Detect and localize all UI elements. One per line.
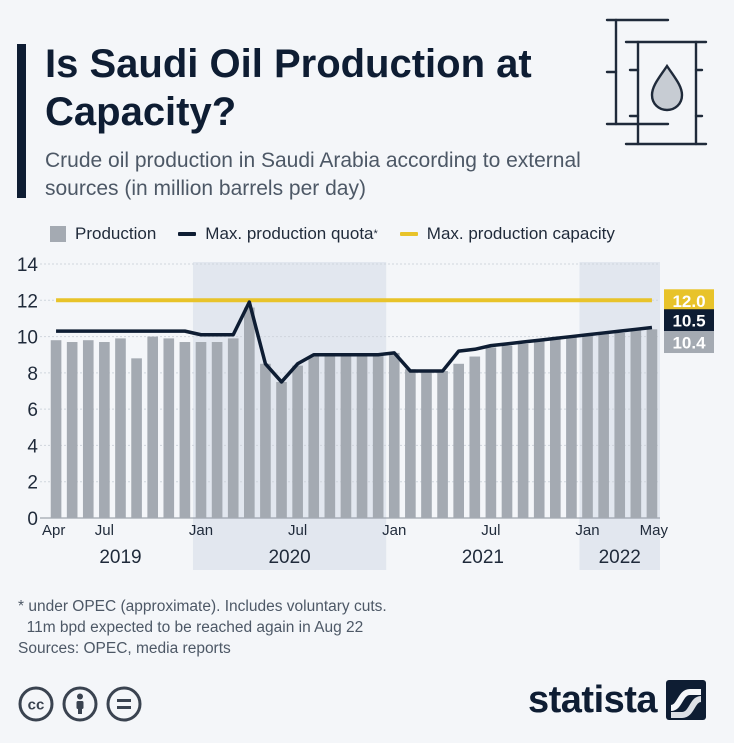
nd-icon[interactable] bbox=[106, 686, 142, 722]
legend-label-capacity: Max. production capacity bbox=[426, 224, 615, 243]
footnote: * under OPEC (approximate). Includes vol… bbox=[18, 596, 618, 659]
production-bar-26 bbox=[469, 356, 481, 518]
production-bar-21 bbox=[388, 352, 400, 518]
brand-name: statista bbox=[528, 679, 658, 721]
production-bar-16 bbox=[308, 356, 320, 518]
x-tick-label-jul-15: Jul bbox=[288, 522, 307, 539]
legend-item-production: Production bbox=[50, 224, 156, 244]
production-value-label-box bbox=[664, 331, 714, 354]
chart-legend: Production Max. production quota * Max. p… bbox=[50, 222, 637, 246]
chart-subtitle: Crude oil production in Saudi Arabia acc… bbox=[45, 149, 581, 200]
legend-swatch-capacity bbox=[399, 232, 418, 236]
title-accent-bar bbox=[17, 44, 26, 198]
cc-icon[interactable]: cc bbox=[18, 686, 54, 722]
x-tick-label-jan-21: Jan bbox=[382, 522, 406, 539]
quota-line bbox=[56, 300, 653, 384]
production-bar-1 bbox=[66, 342, 78, 518]
x-tick-label-jul-3: Jul bbox=[95, 522, 114, 539]
legend-swatch-production bbox=[50, 226, 66, 242]
production-bar-32 bbox=[566, 336, 577, 518]
barrel-icon bbox=[605, 18, 708, 146]
x-tick-label-jan-33: Jan bbox=[575, 522, 599, 539]
production-bar-22 bbox=[405, 369, 416, 518]
production-bar-12 bbox=[244, 307, 255, 518]
production-bar-14 bbox=[276, 381, 287, 518]
year-label-2019: 2019 bbox=[99, 547, 141, 568]
production-bar-0 bbox=[50, 340, 62, 518]
oil-drop-icon bbox=[650, 63, 684, 112]
production-bar-5 bbox=[131, 358, 142, 518]
y-tick-label-6: 6 bbox=[27, 400, 38, 421]
production-bar-9 bbox=[195, 342, 207, 518]
production-bar-33 bbox=[582, 334, 593, 518]
legend-item-quota: Max. production quota * bbox=[178, 224, 378, 244]
production-bar-30 bbox=[533, 340, 545, 518]
production-bar-28 bbox=[501, 345, 513, 518]
footnote-line-1: * under OPEC (approximate). Includes vol… bbox=[18, 598, 387, 615]
production-bar-19 bbox=[356, 354, 368, 518]
year-label-2020: 2020 bbox=[268, 547, 310, 568]
capacity-value-label-box bbox=[664, 289, 714, 312]
y-tick-label-10: 10 bbox=[17, 328, 38, 349]
y-tick-label-0: 0 bbox=[27, 509, 38, 530]
x-tick-label-jul-27: Jul bbox=[481, 522, 500, 539]
legend-item-capacity: Max. production capacity bbox=[399, 224, 615, 244]
production-bar-29 bbox=[517, 343, 529, 518]
production-bar-25 bbox=[453, 363, 464, 518]
production-value-label: 10.4 bbox=[672, 334, 706, 353]
production-bar-3 bbox=[99, 342, 110, 518]
production-bar-34 bbox=[598, 332, 609, 518]
by-icon[interactable] bbox=[62, 686, 98, 722]
year-label-2022: 2022 bbox=[599, 547, 641, 568]
license-icons: cc bbox=[18, 686, 142, 722]
production-bar-31 bbox=[550, 338, 561, 518]
chart-title: Is Saudi Oil Production at Capacity? bbox=[45, 42, 532, 134]
sources-note: Sources: OPEC, media reports bbox=[18, 640, 231, 657]
year-label-2021: 2021 bbox=[462, 547, 504, 568]
production-bar-18 bbox=[340, 356, 352, 518]
production-bar-20 bbox=[372, 354, 384, 518]
footnote-line-2: 11m bpd expected to be reached again in … bbox=[18, 619, 364, 636]
statista-logo[interactable]: statista bbox=[528, 679, 707, 721]
y-tick-label-2: 2 bbox=[27, 473, 38, 494]
production-bar-8 bbox=[179, 342, 191, 518]
y-tick-label-8: 8 bbox=[27, 364, 38, 385]
legend-swatch-quota bbox=[178, 232, 197, 236]
production-bar-36 bbox=[630, 329, 642, 518]
production-bar-17 bbox=[324, 354, 336, 518]
production-bar-27 bbox=[485, 347, 497, 518]
production-bar-6 bbox=[147, 336, 158, 518]
quota-value-label-box bbox=[664, 309, 714, 332]
x-tick-label-jan-9: Jan bbox=[189, 522, 213, 539]
production-bar-7 bbox=[163, 338, 175, 518]
x-tick-label-may-37: May bbox=[640, 522, 669, 539]
production-bar-13 bbox=[260, 363, 271, 518]
production-bar-15 bbox=[292, 365, 303, 518]
production-bar-37 bbox=[646, 329, 658, 518]
y-tick-label-4: 4 bbox=[27, 436, 38, 457]
production-bar-10 bbox=[211, 342, 223, 518]
svg-text:cc: cc bbox=[28, 697, 45, 714]
legend-label-production: Production bbox=[75, 224, 157, 243]
production-chart: 0 2 4 6 8 10 12 14 12.010.5 10.4 Apr Jul Jan Jul Jan Ju… bbox=[17, 255, 714, 570]
y-tick-label-12: 12 bbox=[17, 291, 38, 312]
quota-value-label: 10.5 bbox=[672, 312, 705, 331]
production-bar-35 bbox=[614, 332, 626, 518]
production-bar-23 bbox=[421, 371, 432, 518]
statista-logo-icon bbox=[666, 680, 707, 720]
legend-label-quota: Max. production quota bbox=[205, 224, 374, 243]
production-bar-4 bbox=[115, 338, 126, 518]
x-tick-label-apr-0: Apr bbox=[42, 522, 65, 539]
production-bar-11 bbox=[227, 338, 239, 518]
capacity-value-label: 12.0 bbox=[672, 292, 705, 311]
legend-quota-marker: * bbox=[373, 228, 378, 240]
production-bar-24 bbox=[437, 371, 448, 518]
production-bar-2 bbox=[82, 340, 94, 518]
y-tick-label-14: 14 bbox=[17, 255, 39, 276]
year-shade-2020 bbox=[192, 262, 387, 570]
